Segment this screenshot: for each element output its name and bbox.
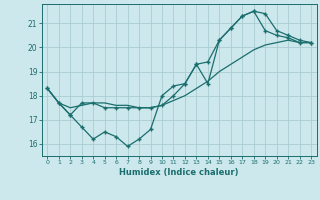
X-axis label: Humidex (Indice chaleur): Humidex (Indice chaleur) [119, 168, 239, 177]
